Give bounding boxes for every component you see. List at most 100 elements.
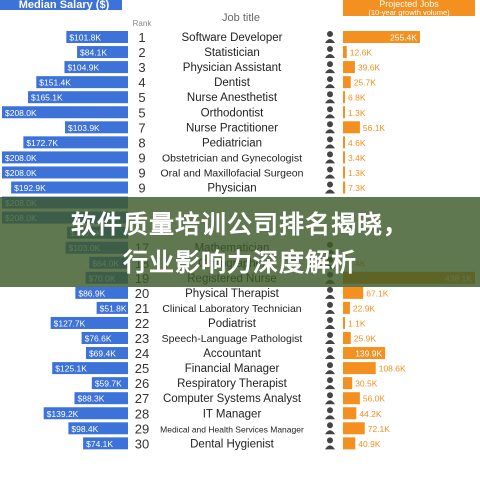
salary-bar <box>96 301 128 314</box>
salary-label: $84.1K <box>80 48 107 58</box>
rank-number: 28 <box>135 406 149 421</box>
person-icon-body <box>325 340 335 344</box>
doctor-icon-body <box>325 69 335 74</box>
salary-label: $76.6K <box>85 334 112 344</box>
rank-number: 29 <box>135 421 149 436</box>
nurse-icon <box>327 121 333 128</box>
jobs-label: 56.1K <box>363 123 386 133</box>
jobs-bar <box>343 46 347 59</box>
salary-bar <box>83 437 128 450</box>
job-title: Statistician <box>204 47 260 59</box>
salary-bar <box>11 181 128 194</box>
jobs-bar <box>343 166 345 179</box>
doctor-icon <box>327 136 333 143</box>
salary-label: $192.9K <box>14 183 46 193</box>
rank-number: 4 <box>138 75 145 90</box>
salary-header-box <box>0 0 122 10</box>
job-title: Respiratory Therapist <box>177 378 288 390</box>
rank-number: 9 <box>138 165 145 180</box>
job-title: Dentist <box>214 77 251 89</box>
salary-label: $69.4K <box>89 349 116 359</box>
salary-bar <box>68 422 128 435</box>
salary-bar <box>2 106 128 119</box>
salary-bar <box>75 286 128 299</box>
microscope-icon <box>327 301 333 308</box>
jobs-label: 1.3K <box>348 108 366 118</box>
tooth-icon-body <box>325 84 335 89</box>
jobs-label: 12.6K <box>350 48 373 58</box>
jobs-bar <box>343 347 386 360</box>
jobs-label: 25.7K <box>354 78 377 88</box>
tooth-icon <box>327 76 333 83</box>
jobs-bar <box>343 106 345 119</box>
jobs-label: 255.4K <box>390 33 417 43</box>
job-title: Computer Systems Analyst <box>163 393 302 405</box>
job-title-header: Job title <box>222 12 260 24</box>
jobs-label: 1.3K <box>348 168 366 178</box>
salary-bar <box>50 316 129 329</box>
job-title: Physician <box>207 183 256 195</box>
jobs-bar <box>343 286 364 299</box>
laptop-person-icon-body <box>325 400 335 405</box>
person-icon-body <box>325 54 335 59</box>
salary-label: $86.9K <box>78 288 105 298</box>
jobs-label: 108.6K <box>379 364 406 374</box>
jobs-bar <box>343 136 345 149</box>
rank-number: 27 <box>135 391 149 406</box>
doctor-icon-body <box>325 324 335 329</box>
jobs-label: 30.5K <box>355 379 378 389</box>
salary-bar <box>74 392 128 405</box>
person-icon-body <box>325 385 335 390</box>
surgeon-icon-body <box>325 174 335 179</box>
salary-label: $51.8K <box>100 303 127 313</box>
jobs-label: 67.1K <box>366 288 389 298</box>
surgeon-icon <box>327 166 333 173</box>
jobs-bar <box>343 316 345 329</box>
salary-bar <box>65 121 128 134</box>
jobs-label: 39.6K <box>358 63 381 73</box>
jobs-bar <box>343 181 346 194</box>
headline-line-2: 行业影响力深度解析 <box>122 248 357 277</box>
jobs-label: 6.8K <box>348 93 366 103</box>
rank-number: 21 <box>135 301 149 316</box>
doctor-icon <box>327 316 333 323</box>
person-icon-body <box>325 355 335 360</box>
job-title: Orthodontist <box>201 107 264 119</box>
rank-number: 2 <box>138 45 145 60</box>
rank-number: 20 <box>135 286 149 301</box>
jobs-bar <box>343 422 365 435</box>
doctor-icon-body <box>325 189 335 194</box>
jobs-bar <box>343 362 376 375</box>
person-icon-body <box>325 370 335 375</box>
job-title: Medical and Health Services Manager <box>160 424 304 434</box>
salary-bar <box>64 61 128 74</box>
jobs-label: 25.9K <box>354 334 377 344</box>
salary-label: $165.1K <box>31 93 63 103</box>
jobs-bar <box>343 91 346 104</box>
doctor-icon <box>327 151 333 158</box>
salary-label: $127.7K <box>54 318 86 328</box>
rank-number: 3 <box>138 60 145 75</box>
doctor-icon <box>327 181 333 188</box>
person-icon <box>327 286 333 293</box>
jobs-bar <box>343 407 357 420</box>
rank-number: 1 <box>138 30 145 45</box>
rank-number: 9 <box>138 150 145 165</box>
salary-label: $104.9K <box>67 63 99 73</box>
jobs-bar <box>343 437 356 450</box>
salary-bar <box>23 136 129 149</box>
jobs-header-box <box>343 0 475 16</box>
rank-number: 5 <box>138 90 145 105</box>
tooth-icon-body <box>325 445 335 450</box>
jobs-label: 139.9K <box>355 349 382 359</box>
job-title: Accountant <box>203 348 261 360</box>
doctor-icon <box>327 61 333 68</box>
jobs-label: 40.9K <box>358 439 381 449</box>
salary-bar <box>52 362 128 375</box>
jobs-label: 22.9K <box>353 303 376 313</box>
job-title: Software Developer <box>182 32 283 44</box>
salary-bar <box>85 347 128 360</box>
jobs-bar <box>343 377 353 390</box>
person-icon <box>327 377 333 384</box>
salary-bar <box>36 76 128 89</box>
